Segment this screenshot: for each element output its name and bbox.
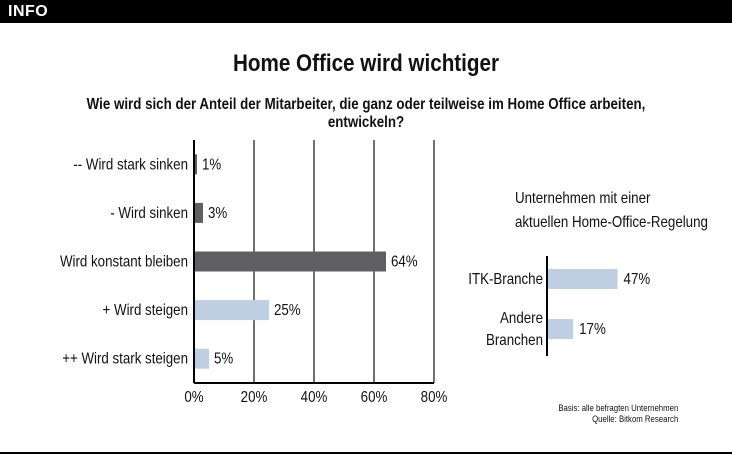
bar	[195, 154, 197, 175]
basis-note: Basis: alle befragten Unternehmen	[558, 403, 678, 414]
x-tick-label: 60%	[361, 389, 388, 406]
header-band	[0, 0, 732, 23]
side-category-label: Branchen	[486, 332, 543, 349]
side-data-label: 47%	[624, 271, 651, 288]
data-label: 3%	[208, 205, 227, 222]
chart-subtitle: Wie wird sich der Anteil der Mitarbeiter…	[86, 96, 646, 131]
x-tick-label: 0%	[184, 389, 203, 406]
side-chart-title: aktuellen Home-Office-Regelung	[515, 214, 708, 231]
bar	[195, 348, 209, 369]
data-label: 1%	[202, 156, 221, 173]
info-badge: INFO	[8, 3, 49, 20]
category-label: - Wird sinken	[110, 205, 188, 222]
source-note: Quelle: Bitkom Research	[591, 414, 678, 425]
chart-footer: Basis: alle befragten Unternehmen Quelle…	[558, 403, 678, 425]
data-label: 5%	[214, 351, 233, 368]
x-tick-label: 80%	[421, 389, 448, 406]
data-label: 64%	[391, 254, 418, 271]
bar	[195, 300, 269, 321]
category-label: -- Wird stark sinken	[73, 156, 188, 173]
bar	[195, 251, 386, 272]
category-label: Wird konstant bleiben	[60, 254, 188, 271]
side-bar	[548, 319, 574, 339]
side-bar	[548, 269, 618, 289]
data-label: 25%	[274, 302, 301, 319]
side-data-label: 17%	[579, 321, 606, 338]
chart-title: Home Office wird wichtiger	[232, 50, 500, 77]
category-label: ++ Wird stark steigen	[62, 351, 188, 368]
category-label: + Wird steigen	[103, 302, 188, 319]
side-category-label: Andere	[500, 310, 543, 327]
x-tick-label: 40%	[301, 389, 328, 406]
side-chart-title: Unternehmen mit einer	[515, 190, 651, 207]
bottom-rule	[0, 452, 732, 454]
bar	[195, 202, 203, 223]
x-tick-label: 20%	[241, 389, 268, 406]
side-category-label: ITK-Branche	[468, 271, 543, 288]
